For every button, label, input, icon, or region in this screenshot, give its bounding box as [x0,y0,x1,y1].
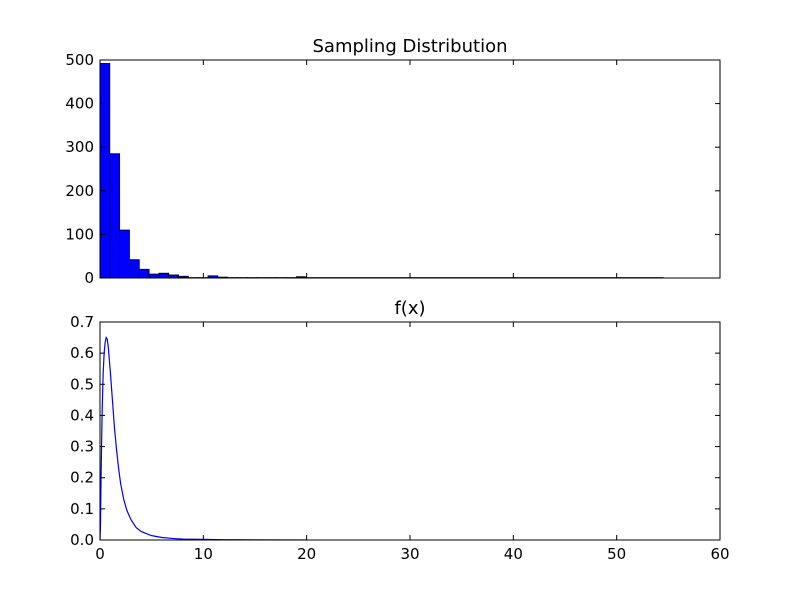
histogram-bar [148,273,160,279]
y-tick-label: 0.2 [70,469,94,487]
y-tick-label: 0.0 [70,531,94,549]
histogram-bar [158,272,170,279]
histogram-bar [99,63,111,279]
density-title: f(x) [394,298,425,319]
histogram-bar [129,259,140,279]
y-tick-label: 0.7 [70,313,94,331]
y-tick-label: 0.3 [70,438,94,456]
x-tick-label: 0 [95,545,105,563]
y-tick-label: 0.6 [70,344,94,362]
y-tick-label: 500 [65,51,94,69]
y-tick-label: 0.4 [70,406,94,424]
x-tick-label: 60 [710,545,729,563]
density-subplot: f(x) 0.0 0.1 0.2 0.3 0.4 0.5 0.6 0.7 0 10 20 30 40 5… [70,298,729,563]
x-tick-label: 20 [297,545,316,563]
x-tick-label: 30 [400,545,419,563]
y-tick-label: 100 [65,225,94,243]
x-tick-label: 40 [504,545,523,563]
density-series-line [99,336,307,541]
histogram-y-ticks: 0 100 200 300 400 500 [65,51,720,287]
density-axes-frame [99,321,721,541]
y-tick-label: 0.5 [70,375,94,393]
histogram-bar [119,229,130,279]
y-tick-label: 400 [65,95,94,113]
density-x-ticks: 0 10 20 30 40 50 60 [95,322,730,563]
y-tick-label: 200 [65,182,94,200]
x-tick-label: 10 [194,545,213,563]
density-y-ticks: 0.0 0.1 0.2 0.3 0.4 0.5 0.6 0.7 [70,313,720,549]
histogram-bar [109,153,121,279]
histogram-title: Sampling Distribution [313,36,508,57]
x-tick-label: 50 [607,545,626,563]
y-tick-label: 0.1 [70,500,94,518]
y-tick-label: 0 [84,269,94,287]
y-tick-label: 300 [65,138,94,156]
histogram-bar [138,268,150,279]
histogram-subplot: Sampling Distribution 0 100 200 300 400 500 [65,36,721,287]
histogram-axes-frame [99,59,721,279]
